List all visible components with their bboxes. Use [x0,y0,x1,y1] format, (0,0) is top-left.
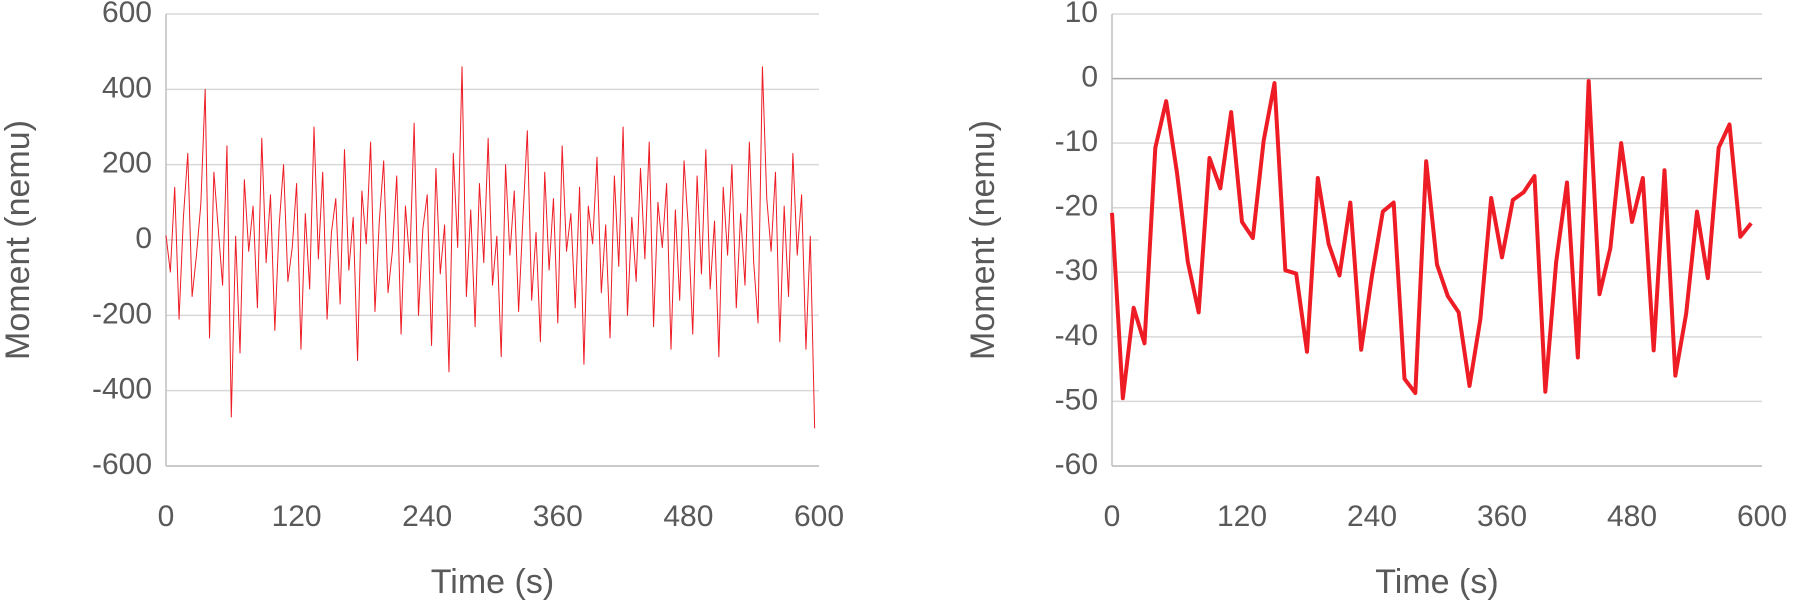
x-axis-title: Time (s) [1375,563,1498,601]
y-tick-label: 200 [102,147,152,180]
data-line [1110,79,1753,401]
y-tick-label: -600 [92,448,152,481]
x-tick-label: 480 [663,500,713,533]
y-tick-label: -400 [92,373,152,406]
y-tick-label: 0 [1081,60,1098,93]
x-tick-label: 0 [1104,500,1121,533]
x-tick-label: 360 [1477,500,1527,533]
y-tick-label: -30 [1055,254,1098,287]
x-tick-label: 360 [533,500,583,533]
y-tick-label: -60 [1055,448,1098,481]
y-tick-label: 0 [135,222,152,255]
x-tick-label: 480 [1607,500,1657,533]
y-tick-label: -50 [1055,383,1098,416]
y-tick-label: -10 [1055,125,1098,158]
y-tick-label: -20 [1055,190,1098,223]
x-tick-label: 240 [1347,500,1397,533]
y-axis-title: Moment (nemu) [0,120,37,360]
data-line [165,66,816,429]
y-tick-label: 10 [1065,0,1098,29]
x-tick-label: 0 [158,500,175,533]
x-axis-title: Time (s) [431,563,554,601]
y-tick-label: 400 [102,71,152,104]
y-tick-label: 600 [102,0,152,29]
x-tick-label: 600 [794,500,844,533]
y-axis-title: Moment (nemu) [964,120,1002,360]
y-tick-label: -40 [1055,319,1098,352]
x-tick-label: 120 [1217,500,1267,533]
x-tick-label: 600 [1737,500,1787,533]
y-tick-label: -200 [92,297,152,330]
x-tick-label: 240 [402,500,452,533]
x-tick-label: 120 [272,500,322,533]
